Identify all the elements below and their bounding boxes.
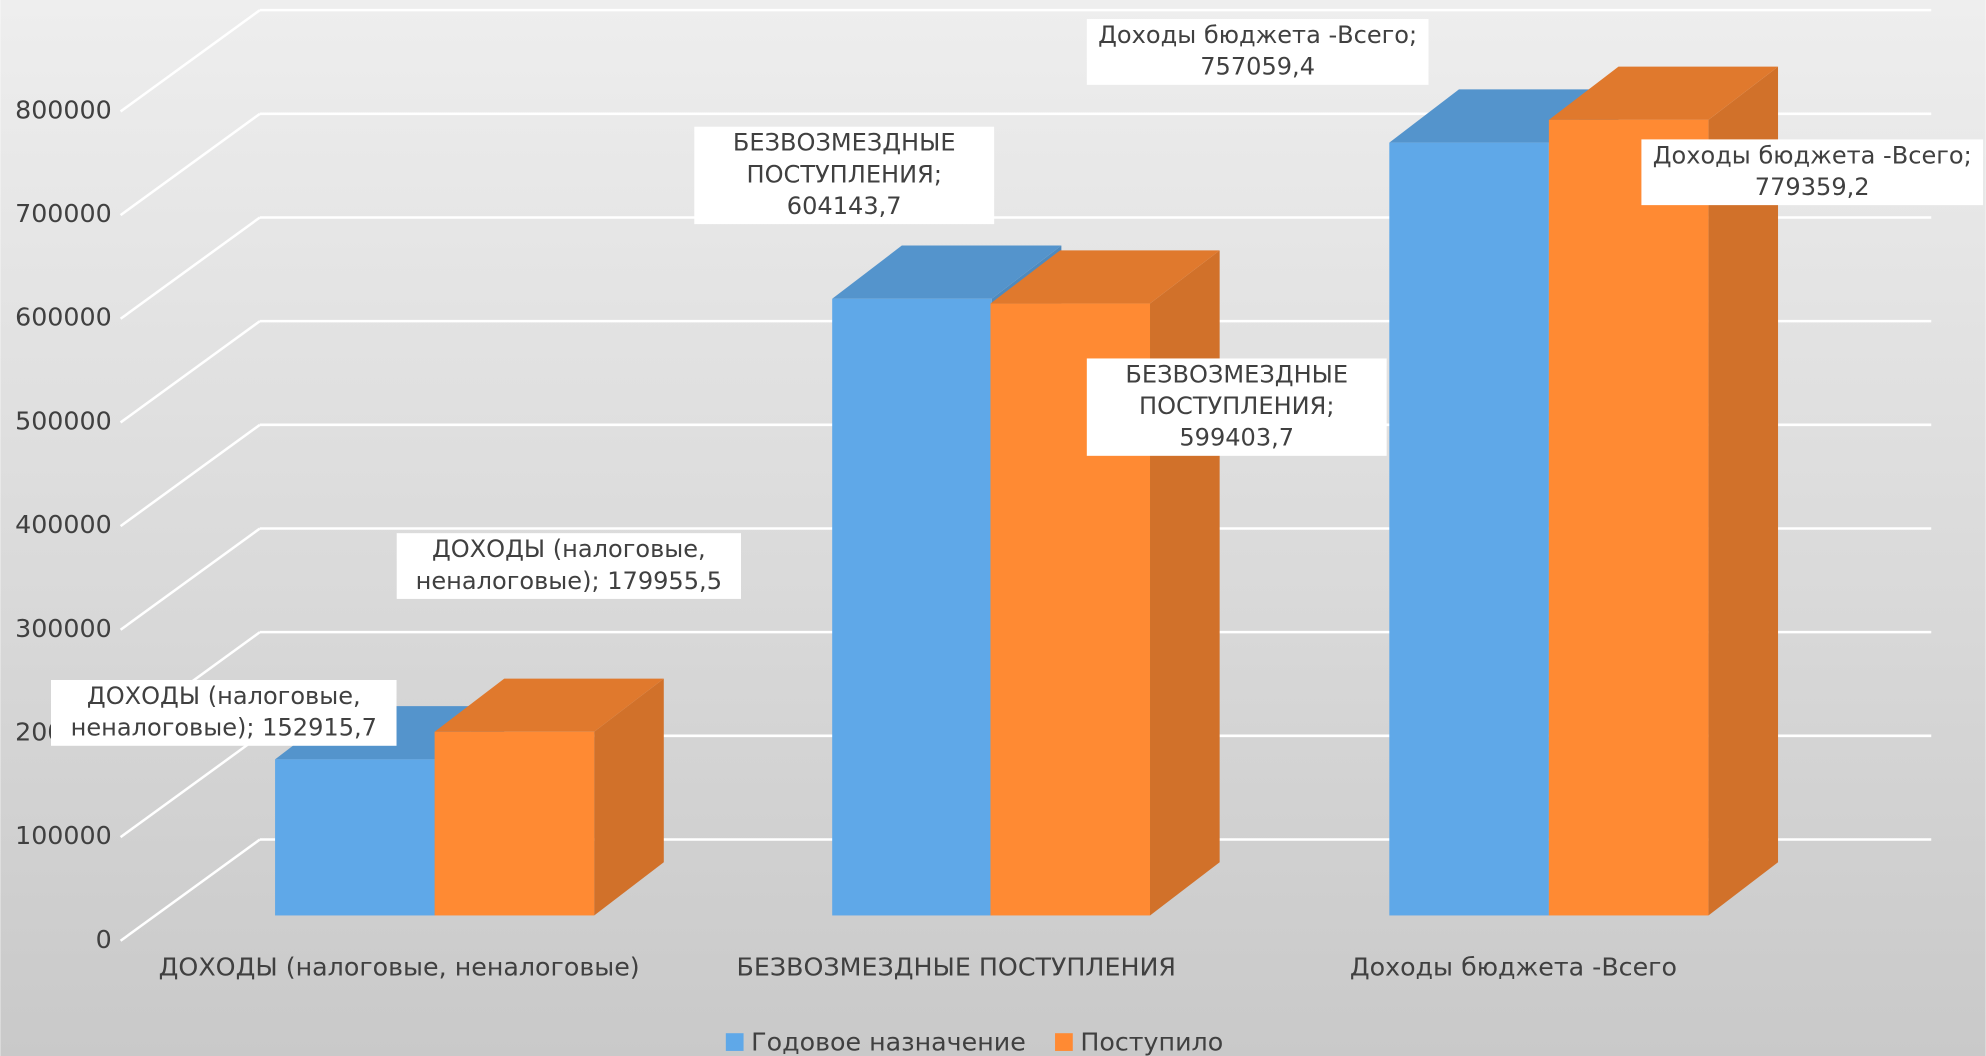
- x-tick-label: БЕЗВОЗМЕЗДНЫЕ ПОСТУПЛЕНИЯ: [737, 952, 1176, 982]
- data-label-box: Доходы бюджета -Всего; 779359,2: [1641, 139, 1984, 206]
- grid-line-side: [119, 9, 261, 113]
- legend-label: Годовое назначение: [751, 1026, 1026, 1056]
- grid-line-side: [119, 216, 261, 320]
- x-tick-label: Доходы бюджета -Всего: [1350, 952, 1677, 982]
- bar-top: [990, 250, 1220, 304]
- bar-side: [1150, 250, 1220, 916]
- y-tick-label: 700000: [15, 198, 112, 228]
- y-tick-label: 100000: [15, 820, 112, 850]
- y-tick-label: 300000: [15, 613, 112, 643]
- bar-top: [832, 245, 1062, 299]
- bar-side: [594, 678, 664, 916]
- data-label: БЕЗВОЗМЕЗДНЫЕ ПОСТУПЛЕНИЯ; 604143,7: [694, 126, 995, 225]
- grid-line-side: [119, 423, 261, 528]
- bar-top: [434, 678, 664, 732]
- data-label-box: ДОХОДЫ (налоговые, неналоговые); 179955,…: [396, 533, 742, 599]
- grid-line-side: [119, 320, 261, 424]
- legend-label: Поступило: [1080, 1026, 1223, 1056]
- data-label-box: ДОХОДЫ (налоговые, неналоговые); 152915,…: [50, 679, 397, 746]
- legend-swatch: [1055, 1033, 1073, 1051]
- y-tick-label: 600000: [15, 302, 112, 332]
- data-label: Доходы бюджета -Всего; 779359,2: [1641, 139, 1984, 206]
- data-label: ДОХОДЫ (налоговые, неналоговые); 152915,…: [50, 679, 397, 746]
- bar: [832, 298, 992, 916]
- y-tick-label: 400000: [15, 509, 112, 539]
- y-tick-label: 0: [96, 924, 112, 954]
- grid-line-side: [119, 527, 261, 631]
- bar: [1548, 119, 1709, 916]
- data-label: ДОХОДЫ (налоговые, неналоговые); 179955,…: [396, 533, 742, 599]
- y-tick-label: 800000: [15, 94, 112, 124]
- data-label: БЕЗВОЗМЕЗДНЫЕ ПОСТУПЛЕНИЯ; 599403,7: [1086, 358, 1387, 456]
- bar: [434, 731, 595, 916]
- bar-side: [1708, 66, 1779, 916]
- bar: [1389, 142, 1549, 916]
- grid-line-side: [119, 112, 261, 217]
- data-label: Доходы бюджета -Всего; 757059,4: [1086, 18, 1429, 85]
- bar: [275, 759, 435, 916]
- grid-line-side: [119, 838, 261, 942]
- bar-top: [1548, 66, 1779, 120]
- x-tick-label: ДОХОДЫ (налоговые, неналоговые): [159, 952, 640, 982]
- grid-line-side: [119, 734, 261, 839]
- data-label-box: БЕЗВОЗМЕЗДНЫЕ ПОСТУПЛЕНИЯ; 599403,7: [1086, 358, 1387, 456]
- data-label-box: Доходы бюджета -Всего; 757059,4: [1086, 18, 1429, 85]
- data-label-box: БЕЗВОЗМЕЗДНЫЕ ПОСТУПЛЕНИЯ; 604143,7: [694, 126, 995, 225]
- y-tick-label: 500000: [15, 405, 112, 435]
- legend-swatch: [725, 1033, 744, 1051]
